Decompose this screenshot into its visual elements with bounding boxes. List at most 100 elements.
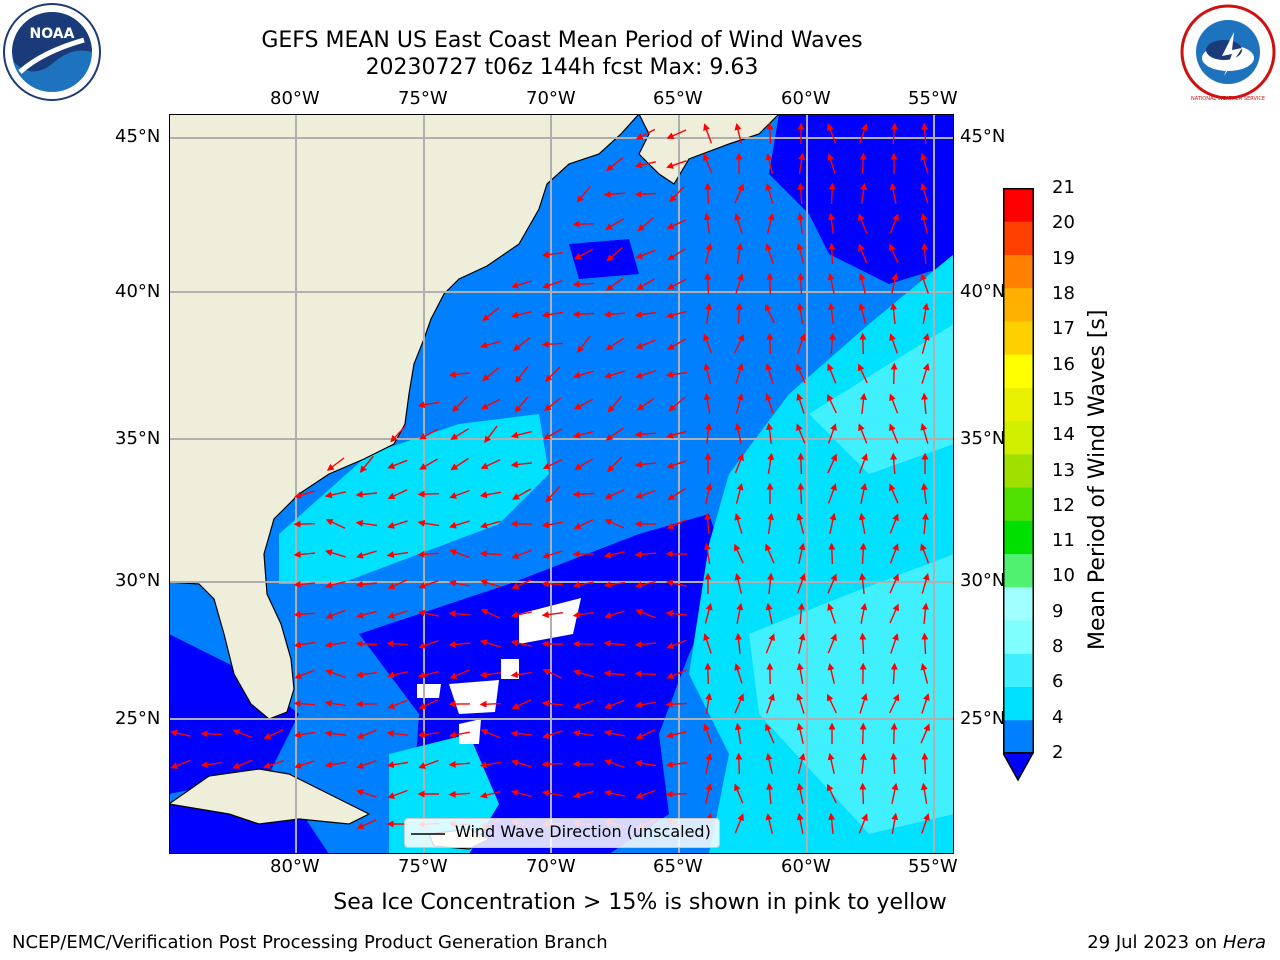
wave-direction-arrow [634, 701, 656, 709]
wave-direction-arrow [479, 491, 501, 499]
wave-direction-arrow [889, 513, 899, 534]
wave-direction-arrow [386, 551, 408, 559]
wave-direction-arrow [480, 520, 501, 529]
wave-direction-arrow [635, 490, 656, 499]
wave-direction-arrow [796, 302, 804, 325]
wave-direction-arrow [798, 632, 806, 654]
colorbar-label: Mean Period of Wind Waves [s] [1085, 309, 1110, 650]
wave-direction-arrow [452, 396, 468, 413]
wave-direction-arrow [827, 123, 837, 144]
lon-tick-bottom: 65°W [653, 856, 703, 877]
wave-direction-arrow [387, 699, 408, 709]
chart-title: GEFS MEAN US East Coast Mean Period of W… [261, 28, 863, 53]
wave-direction-arrow [889, 423, 899, 444]
wave-direction-arrow [293, 520, 316, 528]
wave-direction-arrow [921, 512, 929, 535]
wave-direction-arrow [572, 729, 595, 737]
wave-direction-arrow [921, 122, 929, 145]
wave-direction-arrow [891, 272, 899, 294]
wave-direction-arrow [705, 752, 713, 774]
wave-direction-arrow [666, 519, 687, 529]
wave-direction-arrow [572, 490, 595, 498]
wave-direction-arrow [603, 670, 625, 678]
wave-direction-arrow [705, 422, 713, 444]
wave-direction-arrow [889, 483, 899, 504]
wave-direction-arrow [920, 183, 929, 204]
wave-direction-arrow [449, 549, 470, 559]
wave-direction-arrow [576, 185, 591, 203]
wave-direction-arrow [387, 610, 408, 619]
wave-direction-arrow [859, 572, 866, 594]
wave-direction-arrow [417, 401, 440, 409]
wave-direction-arrow [604, 610, 625, 619]
lat-tick-right: 30°N [960, 570, 1006, 591]
wave-direction-arrow [705, 482, 713, 504]
wave-direction-arrow [479, 340, 501, 349]
wave-direction-arrow [858, 272, 866, 294]
colorbar-tick-label: 18 [1052, 282, 1075, 304]
wave-direction-arrow [765, 363, 774, 384]
colorbar-under-extend [1003, 752, 1035, 782]
wave-direction-arrow [765, 602, 773, 624]
wave-direction-arrow [734, 543, 744, 564]
wave-direction-arrow [603, 640, 626, 648]
wave-direction-arrow [293, 580, 316, 588]
wave-direction-arrow [858, 423, 868, 444]
wave-direction-arrow [704, 182, 712, 205]
nws-logo: NATIONAL WEATHER SERVICE [1178, 2, 1278, 106]
wave-direction-arrow [667, 488, 686, 501]
wave-direction-arrow [921, 602, 929, 625]
wave-direction-arrow [921, 813, 930, 834]
noaa-logo: NOAA [2, 2, 102, 106]
wave-direction-arrow [797, 752, 806, 774]
colorbar-tick-label: 12 [1052, 494, 1075, 516]
lon-tick-bottom: 60°W [781, 856, 831, 877]
wave-direction-arrow [634, 430, 657, 438]
wave-direction-arrow [666, 160, 687, 169]
wave-direction-arrow [636, 397, 655, 411]
lat-tick-right: 35°N [960, 428, 1006, 449]
wave-direction-arrow [797, 272, 805, 295]
wave-direction-arrow [387, 459, 408, 469]
map-panel [169, 114, 954, 854]
wave-direction-arrow [480, 398, 501, 410]
wave-direction-arrow [448, 371, 470, 378]
wave-direction-arrow [511, 549, 532, 559]
wave-direction-arrow [827, 272, 835, 294]
wave-direction-arrow [704, 512, 712, 535]
wave-direction-arrow [858, 302, 867, 324]
colorbar-segment [1003, 586, 1033, 621]
no-data-patch [459, 719, 481, 744]
wave-direction-arrow [828, 542, 836, 565]
wave-direction-arrow [920, 782, 928, 805]
wave-direction-arrow [796, 812, 804, 834]
wave-direction-arrow [450, 457, 469, 471]
wave-direction-arrow [857, 363, 868, 384]
wave-direction-arrow [890, 122, 898, 145]
wave-direction-arrow [355, 610, 377, 619]
wave-direction-arrow [826, 783, 837, 804]
wave-direction-arrow [232, 729, 253, 739]
wave-direction-arrow [480, 729, 501, 739]
wave-direction-arrow [705, 782, 713, 804]
wave-direction-arrow [890, 752, 898, 775]
colorbar-tick-label: 6 [1052, 671, 1064, 693]
wave-direction-arrow [796, 423, 806, 444]
wave-direction-arrow [734, 333, 745, 354]
wave-direction-arrow [482, 367, 500, 382]
wave-direction-arrow [765, 422, 773, 444]
colorbar-segment [1003, 221, 1033, 255]
wave-direction-arrow [665, 761, 687, 769]
wave-direction-arrow [324, 491, 346, 499]
wave-direction-arrow [703, 123, 713, 144]
wave-direction-arrow [703, 392, 711, 414]
wave-direction-arrow [572, 220, 595, 228]
wave-direction-arrow [891, 812, 899, 835]
wave-direction-arrow [355, 580, 378, 588]
wave-direction-arrow [480, 639, 501, 648]
wave-direction-arrow [665, 731, 687, 739]
wave-direction-arrow [766, 122, 774, 145]
colorbar [1003, 188, 1035, 782]
colorbar-tick-label: 11 [1052, 530, 1075, 552]
wave-direction-arrow [169, 729, 191, 737]
